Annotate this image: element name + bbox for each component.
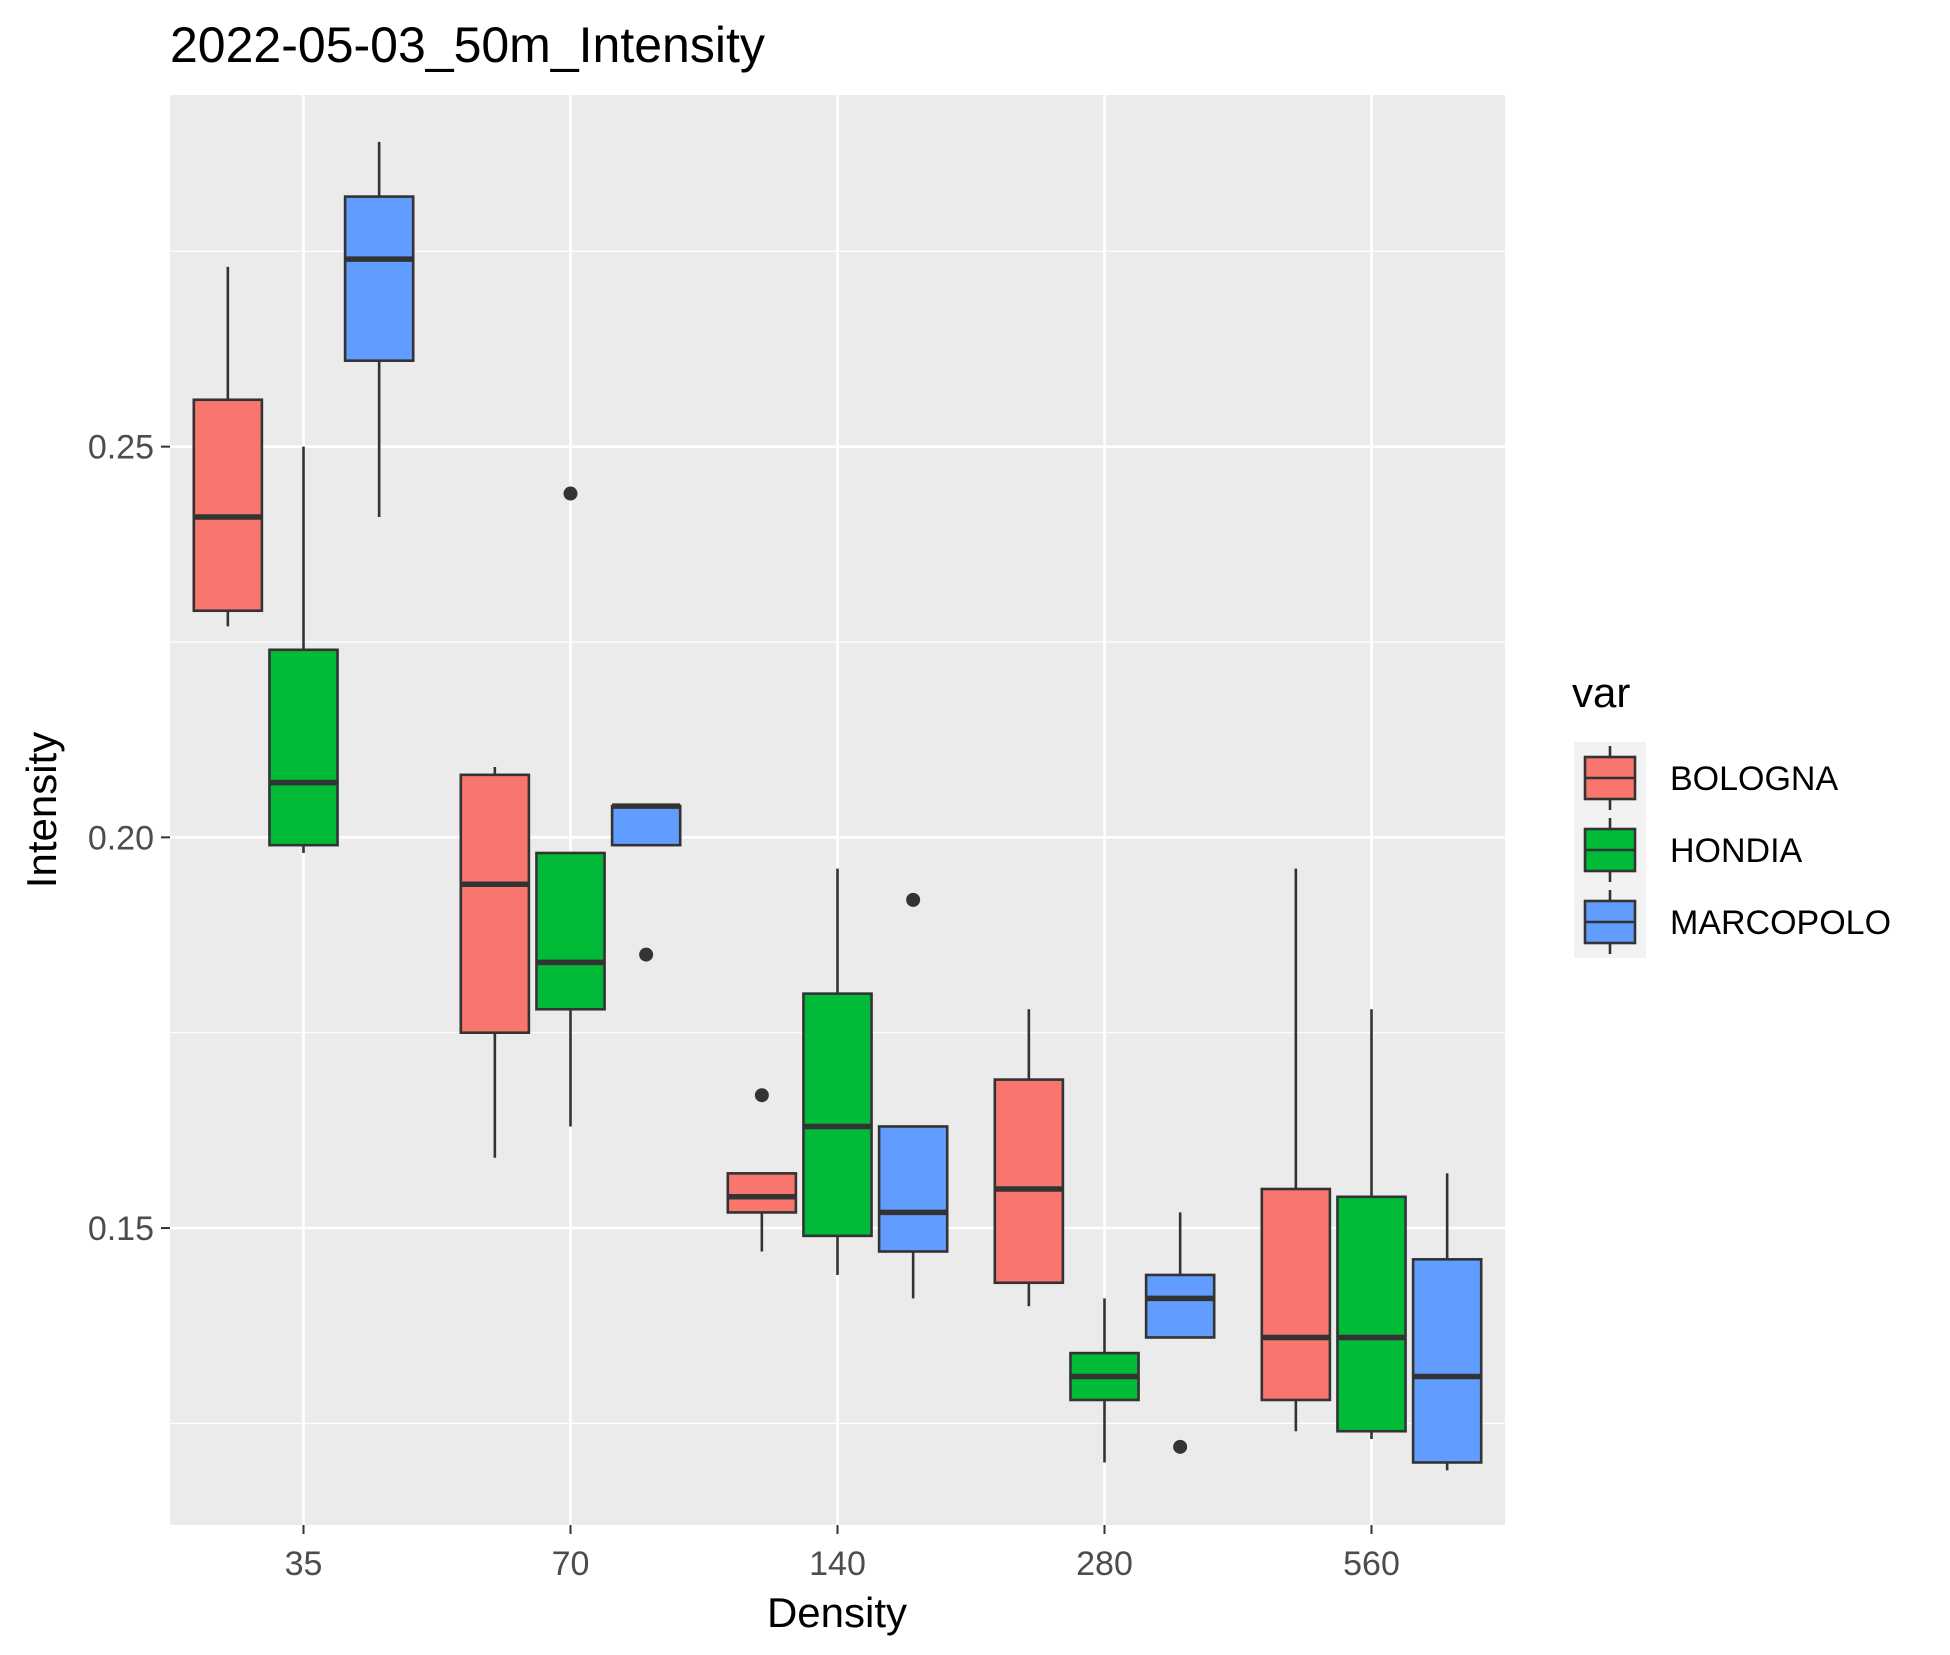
- box-body: [1336, 1195, 1407, 1433]
- box-hondia-280: [1069, 1298, 1140, 1463]
- box-marcopolo-280: [1144, 1212, 1216, 1454]
- box-marcopolo-140: [877, 892, 949, 1299]
- y-tick-label: 0.25: [88, 429, 154, 467]
- box-body: [877, 1125, 949, 1253]
- legend-title: var: [1572, 669, 1630, 716]
- x-tick-label: 140: [809, 1545, 866, 1583]
- outlier-point: [1173, 1439, 1188, 1454]
- box-bologna-280: [993, 1009, 1065, 1307]
- x-tick-label: 70: [552, 1545, 590, 1583]
- outlier-point: [639, 947, 654, 962]
- legend-label-bologna: BOLOGNA: [1670, 760, 1838, 798]
- box-bologna-35: [192, 266, 264, 627]
- y-tick-label: 0.15: [88, 1210, 154, 1248]
- box-hondia-35: [268, 446, 339, 853]
- chart-title: 2022-05-03_50m_Intensity: [170, 17, 765, 73]
- major-gridlines: [170, 95, 1505, 1525]
- y-tick-label: 0.20: [88, 819, 154, 857]
- box-body: [993, 1078, 1065, 1285]
- legend-label-marcopolo: MARCOPOLO: [1670, 904, 1891, 942]
- x-axis-title: Density: [767, 1589, 907, 1636]
- box-marcopolo-560: [1411, 1173, 1483, 1471]
- box-body: [1260, 1187, 1332, 1402]
- x-tick-label: 35: [285, 1545, 323, 1583]
- box-marcopolo-35: [343, 141, 415, 517]
- box-hondia-560: [1336, 1009, 1407, 1440]
- box-body: [343, 195, 415, 362]
- x-axis: 35 70 140 280 560: [285, 1525, 1400, 1583]
- y-axis: 0.15 0.20 0.25: [88, 429, 170, 1248]
- box-layer: [192, 141, 1483, 1471]
- box-hondia-70: [535, 486, 606, 1127]
- box-hondia-140: [802, 868, 873, 1275]
- box-body: [535, 851, 606, 1011]
- box-bologna-560: [1260, 868, 1332, 1432]
- box-body: [726, 1172, 798, 1214]
- box-bologna-140: [726, 1088, 798, 1252]
- box-body: [459, 773, 531, 1035]
- legend-label-hondia: HONDIA: [1670, 832, 1803, 870]
- outlier-point: [754, 1088, 769, 1103]
- outlier-point: [563, 486, 578, 501]
- box-body: [802, 992, 873, 1238]
- box-bologna-70: [459, 767, 531, 1158]
- y-axis-title: Intensity: [18, 732, 65, 888]
- legend: var BOLOGNA HONDIA MARCOPOLO: [1572, 669, 1891, 958]
- box-body: [192, 398, 264, 613]
- box-body: [268, 648, 339, 847]
- box-body: [1144, 1273, 1216, 1339]
- box-marcopolo-70: [610, 803, 682, 962]
- outlier-point: [906, 892, 921, 907]
- box-body: [610, 804, 682, 847]
- box-body: [1411, 1258, 1483, 1464]
- x-tick-label: 280: [1076, 1545, 1133, 1583]
- x-tick-label: 560: [1343, 1545, 1400, 1583]
